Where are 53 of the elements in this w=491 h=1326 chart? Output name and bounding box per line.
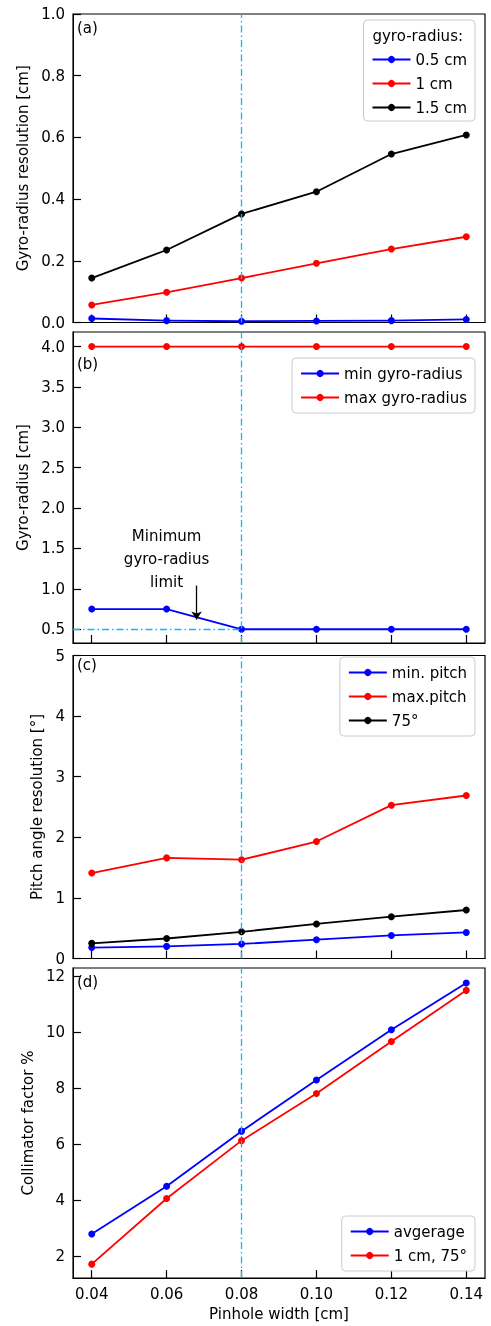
y-tick-label: 0.0 — [41, 313, 65, 332]
y-tick-label: 12 — [45, 967, 65, 986]
y-tick-label: 2.5 — [41, 458, 65, 477]
legend-label: 1 cm, 75° — [393, 1246, 467, 1265]
y-tick-label: 0 — [55, 949, 65, 968]
legend-label: 1 cm — [415, 74, 453, 93]
legend-label: max.pitch — [391, 687, 467, 706]
y-tick-label: 1.0 — [41, 5, 65, 23]
legend-label: max gyro-radius — [344, 388, 468, 407]
y-tick-label: 8 — [55, 1079, 65, 1098]
annotation: Minimum gyro-radius limit — [123, 527, 210, 592]
x-tick-label: 0.10 — [299, 1284, 334, 1303]
y-tick-label: 0.8 — [41, 66, 65, 85]
y-tick-label: 2 — [55, 828, 65, 847]
legend-label: min gyro-radius — [344, 364, 463, 383]
annotation: (a) — [77, 18, 98, 37]
y-tick-label: 5 — [55, 646, 65, 665]
legend-title: gyro-radius: — [372, 26, 463, 45]
annotation: (c) — [77, 655, 97, 674]
y-tick-label: 3.5 — [41, 377, 65, 396]
y-tick-label: 10 — [45, 1023, 65, 1042]
y-tick-label: 6 — [55, 1135, 65, 1153]
y-tick-label: 3.0 — [41, 418, 65, 437]
legend-label: 1.5 cm — [415, 98, 467, 117]
annotation: (d) — [77, 972, 99, 991]
y-tick-label: 0.6 — [41, 128, 65, 147]
y-tick-label: 3 — [55, 767, 65, 786]
y-tick-label: 4 — [55, 1190, 65, 1209]
y-tick-label: 2.0 — [41, 499, 65, 518]
y-axis-title: Collimator factor % — [18, 1050, 37, 1196]
legend-label: 75° — [391, 711, 419, 730]
annotation: (b) — [77, 354, 99, 373]
legend-label: min. pitch — [391, 663, 468, 682]
x-tick-label: 0.04 — [75, 1284, 109, 1303]
y-tick-label: 0.2 — [41, 251, 65, 270]
y-tick-label: 2 — [55, 1246, 65, 1265]
x-tick-label: 0.06 — [149, 1284, 184, 1303]
y-tick-label: 4.0 — [41, 337, 65, 356]
legend-label: avgerage — [393, 1222, 465, 1241]
x-tick-label: 0.08 — [224, 1284, 259, 1303]
x-axis-title: Pinhole width [cm] — [209, 1304, 349, 1323]
y-tick-label: 4 — [55, 707, 65, 726]
y-axis-title: Gyro-radius resolution [cm] — [13, 65, 32, 272]
y-tick-label: 1 — [55, 888, 65, 907]
y-axis-title: Gyro-radius [cm] — [13, 424, 32, 551]
legend-label: 0.5 cm — [415, 50, 467, 69]
x-tick-label: 0.12 — [374, 1284, 409, 1303]
x-tick-label: 0.14 — [449, 1284, 483, 1303]
y-tick-label: 0.4 — [41, 190, 65, 209]
y-axis-title: Pitch angle resolution [°] — [28, 713, 47, 901]
y-tick-label: 0.5 — [41, 620, 65, 639]
y-tick-label: 1.5 — [41, 539, 65, 558]
y-tick-label: 1.0 — [41, 579, 65, 598]
